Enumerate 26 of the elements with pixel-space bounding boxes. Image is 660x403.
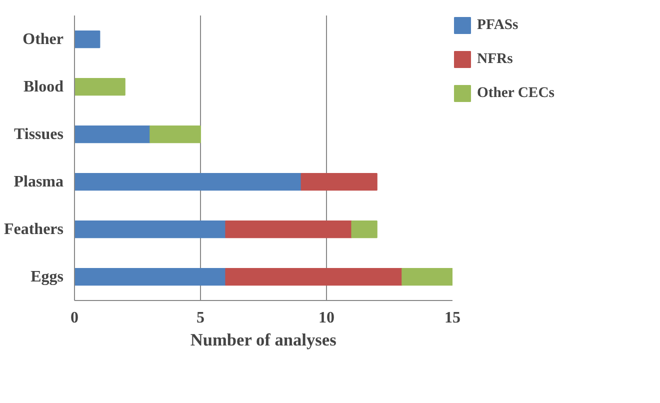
y-tick-label: Plasma (14, 173, 64, 190)
bar (74, 125, 151, 144)
bar (402, 268, 452, 286)
bar (74, 220, 226, 238)
bar (225, 220, 352, 238)
x-axis-title: Number of analyses (190, 330, 337, 350)
bar (74, 78, 126, 96)
bar (351, 220, 378, 238)
legend-label: Other CECs (477, 84, 554, 102)
bar (300, 172, 378, 191)
x-tick-label: 0 (70, 310, 78, 326)
legend-label: PFASs (477, 16, 518, 34)
bar (74, 30, 100, 48)
bar (74, 172, 302, 191)
bar (150, 125, 201, 144)
bar (74, 268, 226, 286)
x-tick-label: 10 (318, 310, 334, 326)
y-tick-label: Blood (23, 78, 64, 96)
bar (225, 268, 403, 286)
legend-label: NFRs (477, 50, 513, 68)
y-tick-label: Tissues (14, 126, 64, 143)
x-tick-label: 5 (196, 310, 204, 326)
x-tick-label: 15 (444, 310, 460, 326)
y-tick-label: Other (22, 30, 64, 48)
y-tick-label: Eggs (30, 268, 64, 286)
y-tick-label: Feathers (4, 220, 64, 238)
